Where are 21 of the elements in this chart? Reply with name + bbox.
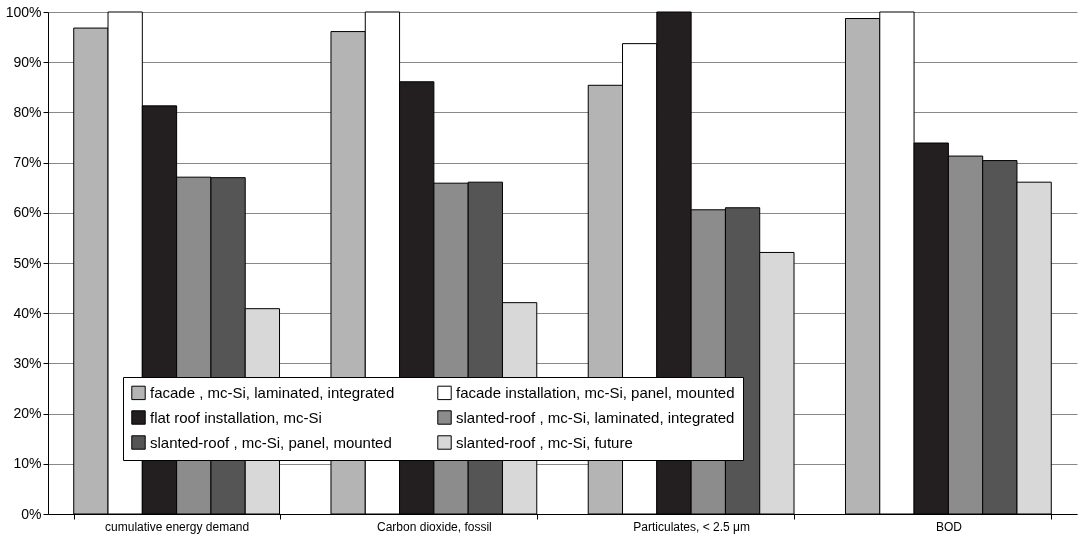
y-tick-label: 60% [13,204,42,221]
x-tick-label: Particulates, < 2.5 μm [633,519,750,534]
legend-label: facade installation, mc-Si, panel, mounted [456,383,735,401]
x-tick-label: cumulative energy demand [105,519,250,534]
y-tick-label: 90% [13,53,42,70]
legend-label: flat roof installation, mc-Si [150,408,322,426]
y-tick-label: 40% [13,304,42,321]
y-tick-label: 100% [5,3,42,20]
y-tick-label: 20% [13,405,42,422]
y-tick-label: 50% [13,254,42,271]
y-tick-label: 80% [13,103,42,120]
legend-label: slanted-roof , mc-Si, laminated, integrated [456,408,735,426]
y-tick-label: 10% [13,455,42,472]
legend-label: slanted-roof , mc-Si, panel, mounted [150,433,392,451]
x-tick-label: Carbon dioxide, fossil [377,519,492,534]
y-tick-label: 70% [13,154,42,171]
legend-label: facade , mc-Si, laminated, integrated [150,383,395,401]
y-tick-label: 0% [21,505,42,522]
x-tick-label: BOD [935,519,963,534]
y-tick-label: 30% [13,354,42,371]
legend-label: slanted-roof , mc-Si, future [456,433,633,451]
